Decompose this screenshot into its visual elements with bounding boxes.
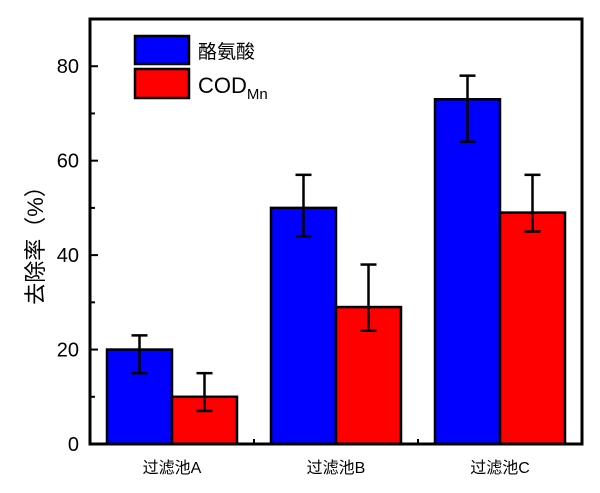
error-bar xyxy=(524,173,541,233)
error-bar xyxy=(360,263,377,332)
legend-label-cod-sub: Mn xyxy=(247,86,268,103)
legend-swatch-tyrosine xyxy=(133,34,191,66)
axes-layer: 过滤池A 过滤池B 过滤池C 0 20 40 60 80 xyxy=(57,56,530,477)
plot-frame xyxy=(88,17,584,446)
x-tick-label: 过滤池C xyxy=(470,459,530,477)
error-bar xyxy=(459,74,476,144)
y-tick-label: 40 xyxy=(57,245,79,267)
legend-label-cod-main: COD xyxy=(198,73,247,98)
legend-label-cod: CODMn xyxy=(198,73,268,103)
y-axis-label: 去除率（%） xyxy=(23,175,48,305)
y-tick-label: 0 xyxy=(68,434,79,456)
bars-layer xyxy=(105,74,567,446)
legend-swatch-cod xyxy=(133,67,191,100)
y-tick-label: 60 xyxy=(57,151,79,173)
bar-tyrosine-1 xyxy=(269,206,338,446)
y-tick-label: 20 xyxy=(57,340,79,362)
bar-cod-2 xyxy=(498,211,567,446)
legend-label-tyrosine: 酪氨酸 xyxy=(198,41,255,63)
x-tick-label: 过滤池A xyxy=(143,459,202,477)
error-bar xyxy=(196,371,213,413)
error-bar xyxy=(295,173,312,238)
x-tick-label: 过滤池B xyxy=(307,459,366,477)
error-bar xyxy=(131,334,148,375)
legend: 酪氨酸 CODMn xyxy=(133,34,268,103)
y-tick-label: 80 xyxy=(57,56,79,78)
bar-tyrosine-2 xyxy=(433,98,502,446)
